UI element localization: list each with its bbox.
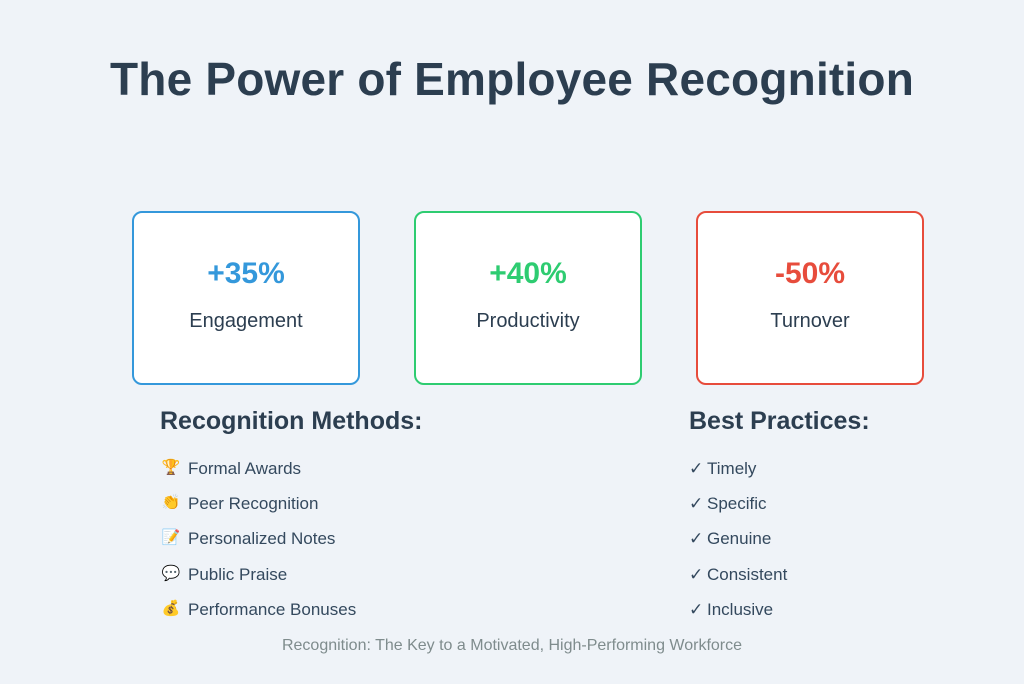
list-item-label: Personalized Notes: [188, 529, 336, 549]
clapping-hands-icon: 👏: [161, 494, 181, 512]
memo-icon: 📝: [161, 529, 181, 547]
list-item-label: Peer Recognition: [188, 494, 319, 514]
list-item-label: Inclusive: [707, 599, 774, 619]
stat-card-productivity: +40% Productivity: [414, 211, 642, 385]
practices-heading: Best Practices:: [689, 407, 870, 435]
list-item-label: Formal Awards: [188, 459, 302, 478]
stat-value: +35%: [207, 257, 285, 290]
checkmark-icon: ✓: [689, 459, 704, 478]
speech-bubble-icon: 💬: [161, 564, 181, 582]
list-item: ✓ Specific: [689, 492, 787, 527]
list-item: 🏆 Formal Awards: [160, 457, 356, 492]
methods-heading: Recognition Methods:: [160, 407, 423, 435]
list-item: 💰 Performance Bonuses: [160, 598, 357, 633]
stat-card-turnover: -50% Turnover: [696, 211, 924, 385]
list-item-label: Specific: [707, 494, 767, 514]
checkmark-icon: ✓: [689, 529, 704, 549]
stat-value: +40%: [489, 257, 567, 290]
list-item: ✓ Inclusive: [689, 598, 787, 633]
methods-list: 🏆 Formal Awards 👏 Peer Recognition 📝 Per…: [160, 457, 357, 633]
stat-label: Productivity: [476, 310, 580, 332]
list-item: 💬 Public Praise: [160, 563, 356, 598]
list-item: 👏 Peer Recognition: [160, 492, 356, 527]
list-item-label: Public Praise: [188, 564, 288, 584]
page-title: The Power of Employee Recognition: [109, 53, 915, 105]
stat-value: -50%: [774, 257, 846, 290]
list-item-label: Timely: [707, 459, 757, 478]
list-item-label: Genuine: [707, 529, 772, 549]
stat-label: Turnover: [770, 310, 850, 332]
trophy-icon: 🏆: [161, 459, 181, 476]
list-item: ✓ Timely: [689, 457, 787, 492]
list-item: ✓ Genuine: [689, 527, 787, 562]
list-item-label: Performance Bonuses: [188, 599, 357, 619]
list-item-label: Consistent: [707, 564, 788, 584]
practices-list: ✓ Timely ✓ Specific ✓ Genuine ✓ Consiste…: [689, 457, 787, 633]
list-item: ✓ Consistent: [689, 563, 787, 598]
footer-tagline: Recognition: The Key to a Motivated, Hig…: [281, 637, 743, 654]
money-bag-icon: 💰: [161, 599, 181, 617]
checkmark-icon: ✓: [689, 564, 704, 584]
checkmark-icon: ✓: [689, 494, 704, 514]
list-item: 📝 Personalized Notes: [160, 527, 356, 562]
stat-label: Engagement: [189, 310, 303, 332]
stat-card-engagement: +35% Engagement: [132, 211, 360, 385]
checkmark-icon: ✓: [689, 599, 704, 619]
